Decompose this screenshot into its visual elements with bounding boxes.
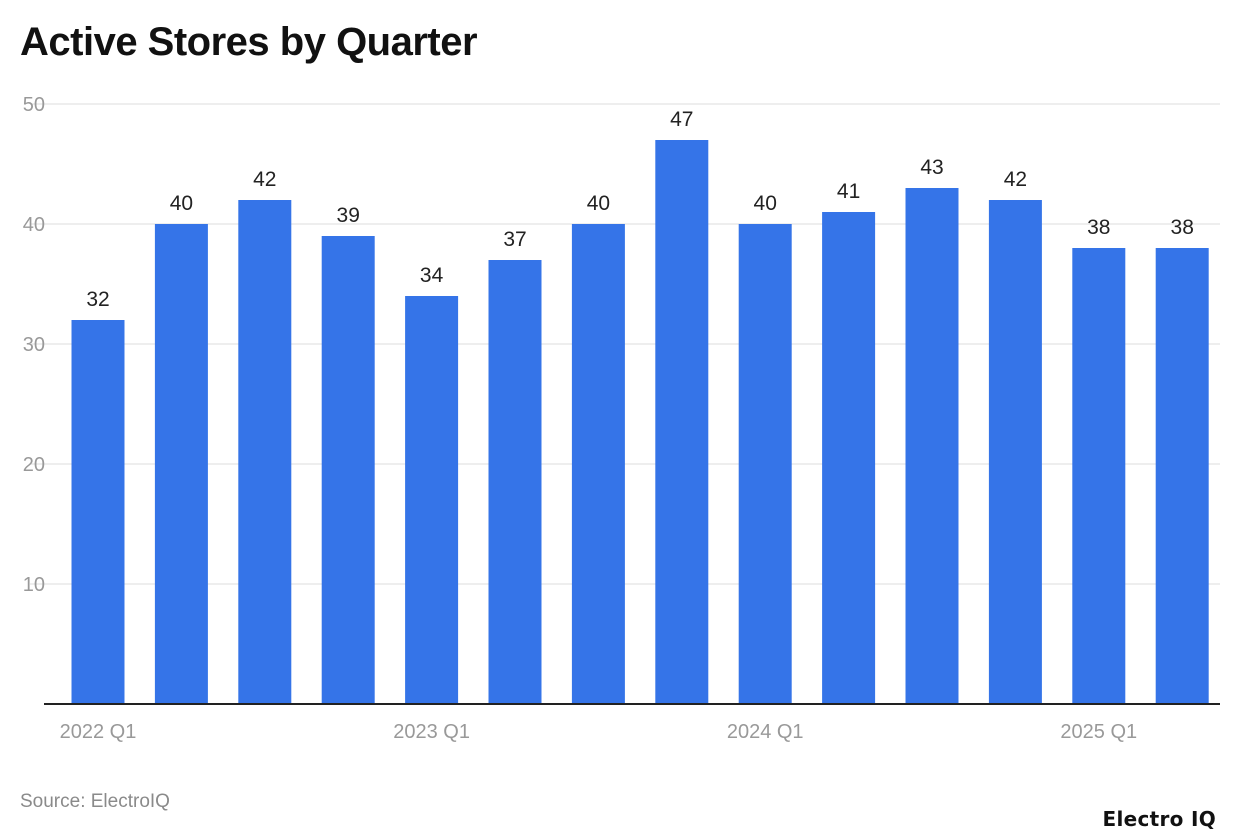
bar <box>321 236 375 704</box>
y-tick-label: 30 <box>23 334 45 356</box>
data-labels: 32 40 42 39 34 37 40 47 40 41 43 42 38 38 <box>86 108 1194 311</box>
bar <box>488 260 542 704</box>
brand-logo: Electro IQ <box>1102 807 1216 831</box>
bar <box>571 224 625 704</box>
data-label: 40 <box>587 192 610 215</box>
x-axis-tick-labels: 2022 Q1 2023 Q1 2024 Q1 2025 Q1 <box>60 721 1138 743</box>
data-label: 42 <box>1004 168 1027 191</box>
bar <box>238 200 292 704</box>
y-tick-label: 50 <box>23 94 45 116</box>
bar <box>1155 248 1209 704</box>
bar <box>405 296 459 704</box>
bar <box>905 188 959 704</box>
data-label: 37 <box>503 228 526 251</box>
data-label: 38 <box>1171 216 1194 239</box>
data-label: 42 <box>253 168 276 191</box>
data-label: 41 <box>837 180 860 203</box>
bar <box>154 224 208 704</box>
data-label: 38 <box>1087 216 1110 239</box>
chart-title: Active Stores by Quarter <box>20 20 478 64</box>
x-tick-label: 2022 Q1 <box>60 721 137 743</box>
bar <box>738 224 792 704</box>
y-tick-label: 20 <box>23 454 45 476</box>
data-label: 40 <box>170 192 193 215</box>
y-tick-label: 40 <box>23 214 45 236</box>
bars <box>71 140 1209 704</box>
data-label: 40 <box>754 192 777 215</box>
bar <box>1072 248 1126 704</box>
y-axis-tick-labels: 10 20 30 40 50 <box>23 94 45 596</box>
x-tick-label: 2023 Q1 <box>393 721 470 743</box>
data-label: 39 <box>337 204 360 227</box>
x-tick-label: 2024 Q1 <box>727 721 804 743</box>
bar <box>822 212 876 704</box>
data-label: 43 <box>920 156 943 179</box>
x-tick-label: 2025 Q1 <box>1060 721 1137 743</box>
data-label: 32 <box>86 288 109 311</box>
data-label: 47 <box>670 108 693 131</box>
y-tick-label: 10 <box>23 574 45 596</box>
source-note: Source: ElectroIQ <box>20 791 170 812</box>
bar <box>988 200 1042 704</box>
bar <box>655 140 709 704</box>
bar <box>71 320 125 704</box>
data-label: 34 <box>420 264 444 287</box>
